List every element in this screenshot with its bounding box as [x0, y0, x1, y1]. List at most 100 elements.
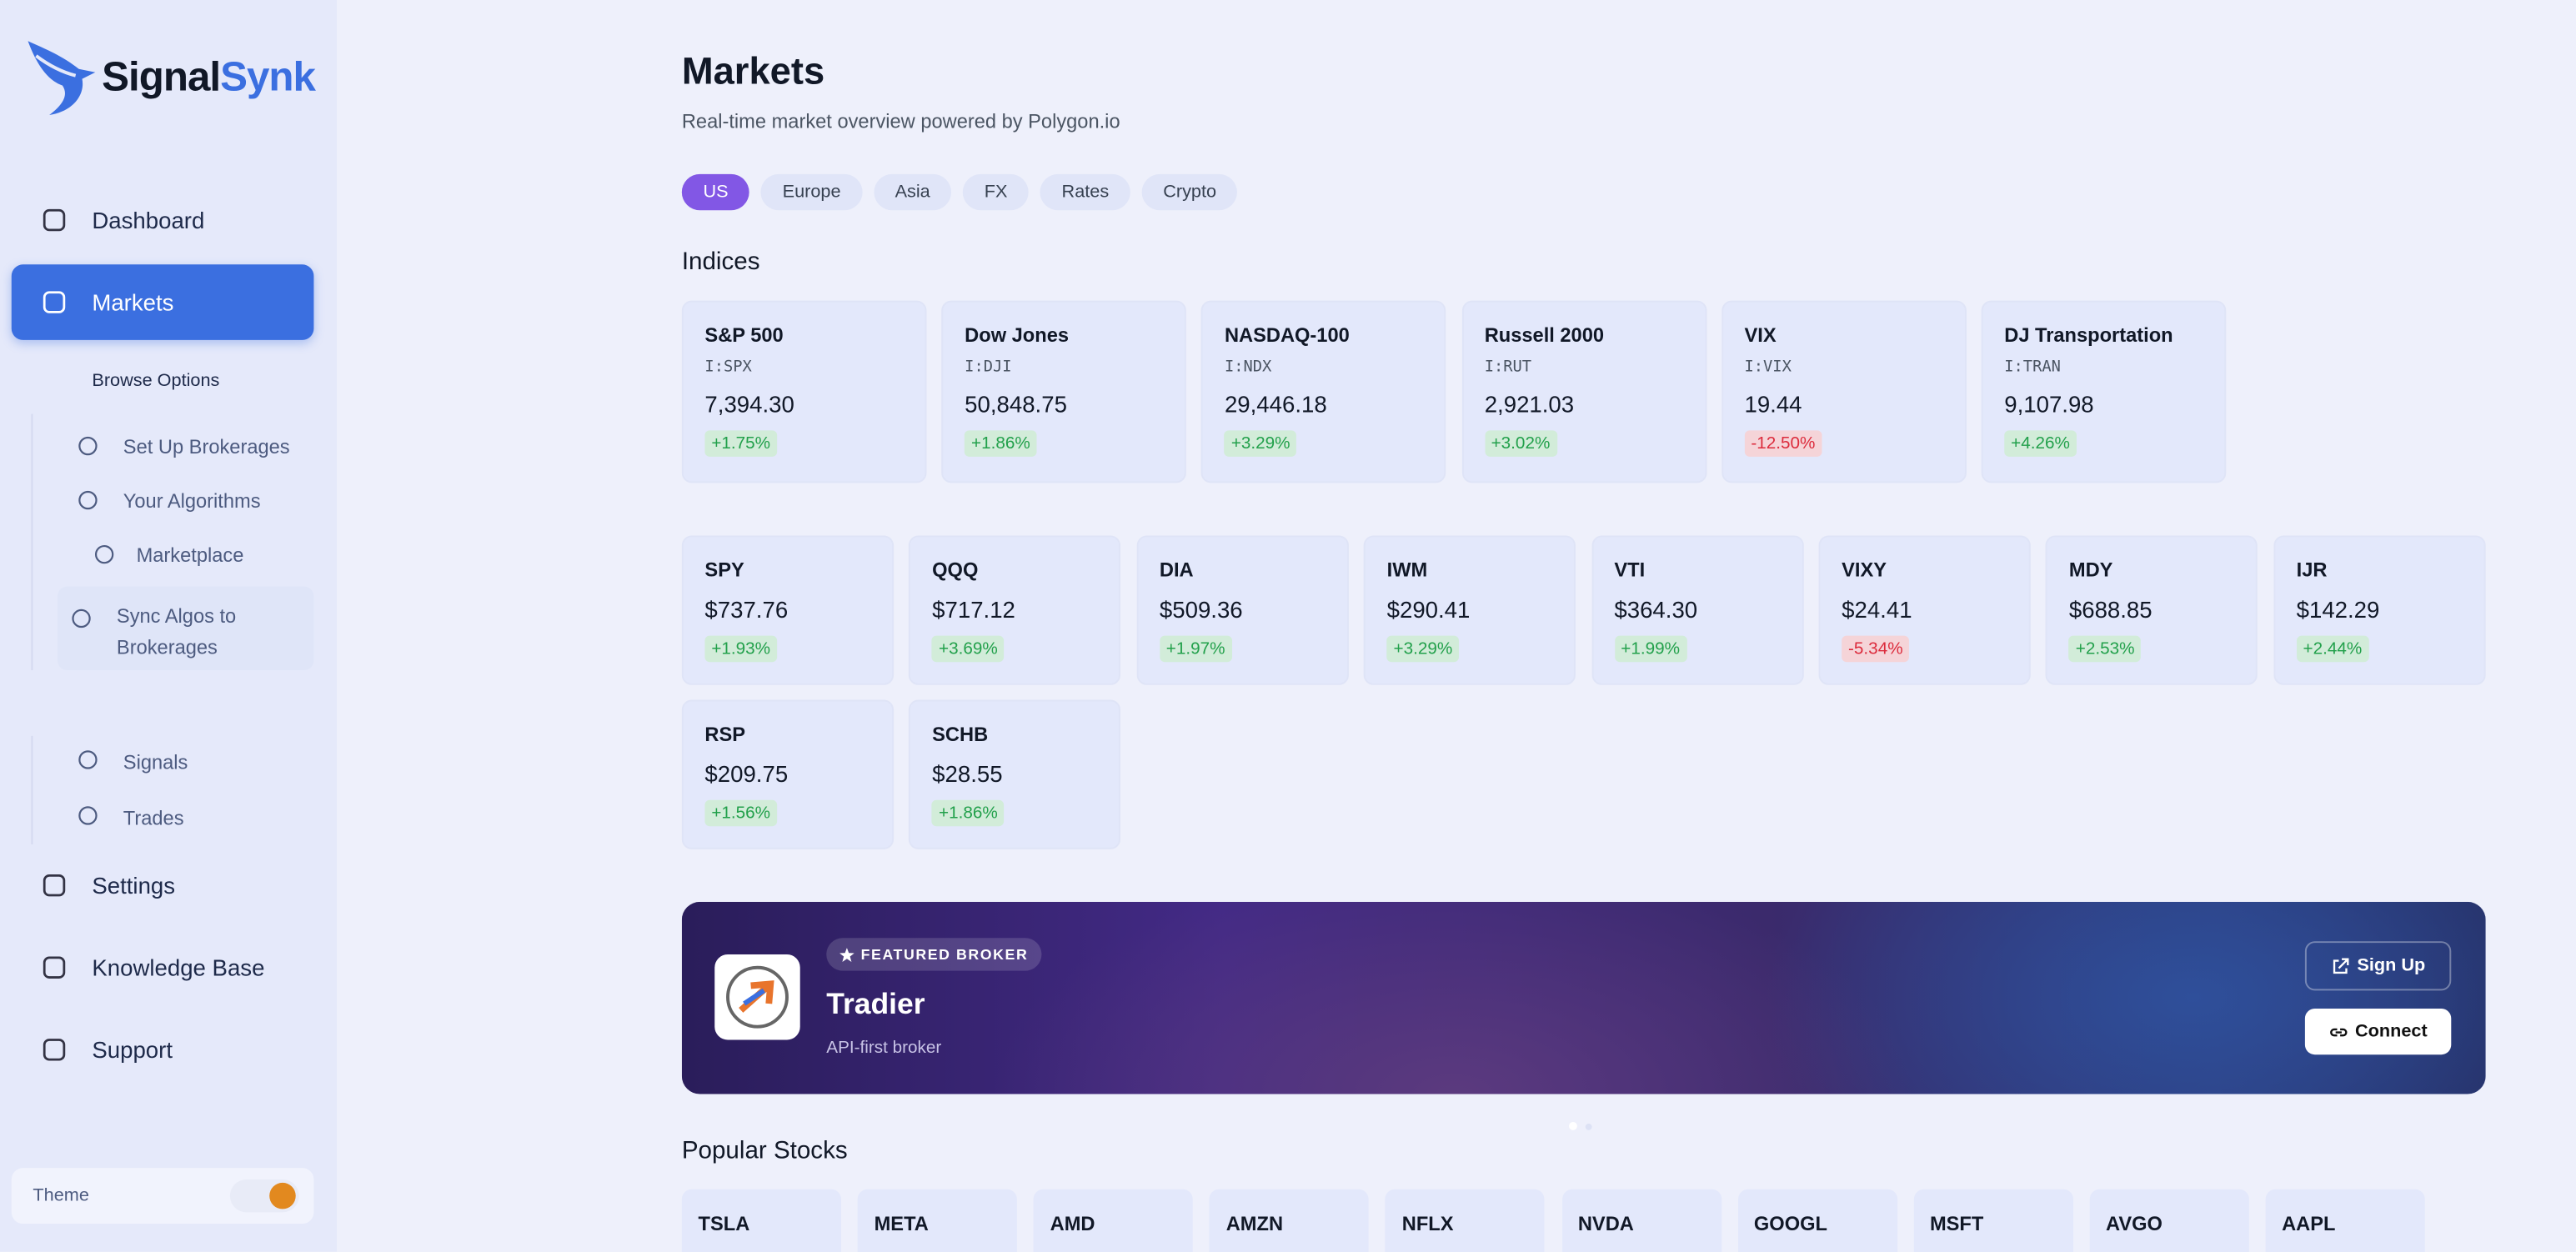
change-badge: +1.99% — [1614, 635, 1686, 663]
region-tabs: US Europe Asia FX Rates Crypto — [681, 173, 1238, 211]
tab[interactable]: US — [681, 173, 750, 211]
logo-icon — [28, 41, 96, 115]
sub-nav-item[interactable]: Sync Algos to Brokerages — [72, 601, 281, 664]
index-card[interactable]: DJ Transportation I:TRAN 9,107.98 +4.26% — [1981, 300, 2227, 483]
nav-item[interactable]: Markets — [11, 264, 314, 340]
theme-toggle[interactable]: Theme — [11, 1168, 314, 1224]
etf-card[interactable]: IWM $290.41 +3.29% — [1364, 535, 1576, 685]
change-badge: +3.29% — [1386, 635, 1460, 663]
change-badge: +4.26% — [2004, 430, 2077, 457]
signup-button[interactable]: Sign Up — [2304, 941, 2452, 991]
etf-name: VIXY — [1842, 558, 1887, 582]
etf-card[interactable]: SPY $737.76 +1.93% — [681, 535, 895, 685]
etf-card[interactable]: MDY $688.85 +2.53% — [2046, 535, 2258, 685]
etf-card[interactable]: VTI $364.30 +1.99% — [1591, 535, 1804, 685]
stock-card[interactable]: META — [857, 1189, 1018, 1252]
etf-card[interactable]: VIXY $24.41 -5.34% — [1818, 535, 2031, 685]
etf-price: $688.85 — [2068, 596, 2153, 623]
sub-nav-item[interactable]: Signals — [78, 750, 188, 774]
carousel-dot[interactable] — [1585, 1123, 1592, 1130]
stock-card[interactable]: NVDA — [1561, 1189, 1722, 1252]
etf-name: QQQ — [932, 558, 979, 582]
etf-card[interactable]: QQQ $717.12 +3.69% — [909, 535, 1121, 685]
tab[interactable]: Europe — [760, 173, 863, 211]
change-badge: +3.29% — [1224, 430, 1297, 457]
etf-name: RSP — [704, 723, 746, 746]
index-card[interactable]: Russell 2000 I:RUT 2,921.03 +3.02% — [1461, 300, 1706, 483]
etf-price: $737.76 — [704, 596, 789, 623]
index-symbol: I:VIX — [1744, 358, 1792, 377]
stock-card[interactable]: NFLX — [1386, 1189, 1546, 1252]
tab[interactable]: Asia — [873, 173, 952, 211]
index-card[interactable]: NASDAQ-100 I:NDX 29,446.18 +3.29% — [1201, 300, 1446, 483]
index-price: 29,446.18 — [1224, 391, 1327, 418]
etf-card[interactable]: IJR $142.29 +2.44% — [2273, 535, 2486, 685]
index-card[interactable]: VIX I:VIX 19.44 -12.50% — [1721, 300, 1967, 483]
change-badge: +1.75% — [704, 430, 777, 457]
tab[interactable]: FX — [963, 173, 1030, 211]
divider — [31, 413, 33, 671]
stock-card[interactable]: TSLA — [681, 1189, 841, 1252]
index-card[interactable]: Dow Jones I:DJI 50,848.75 +1.86% — [941, 300, 1187, 483]
brand-a: Signal — [102, 53, 221, 100]
index-price: 9,107.98 — [2004, 391, 2094, 418]
broker-name: Tradier — [826, 987, 925, 1020]
index-symbol: I:NDX — [1224, 358, 1272, 377]
badge-text: FEATURED BROKER — [860, 946, 1029, 963]
etf-price: $24.41 — [1842, 596, 1912, 623]
nav-item[interactable]: Dashboard — [12, 183, 314, 258]
toggle[interactable] — [229, 1179, 299, 1213]
change-badge: +1.86% — [932, 799, 1005, 827]
connect-button[interactable]: Connect — [2304, 1009, 2452, 1055]
sub-nav-item[interactable]: Trades — [78, 806, 184, 829]
change-badge: +2.44% — [2296, 635, 2369, 663]
etf-name: IWM — [1386, 558, 1428, 582]
etf-name: SPY — [704, 558, 744, 582]
stock-card[interactable]: MSFT — [1913, 1189, 2073, 1252]
change-badge: +1.97% — [1159, 635, 1232, 663]
nav-item[interactable]: Settings — [12, 848, 314, 924]
change-badge: +2.53% — [2068, 635, 2142, 663]
stock-card[interactable]: AMZN — [1210, 1189, 1370, 1252]
broker-logo — [714, 954, 800, 1040]
etf-name: VTI — [1614, 558, 1646, 582]
sub-nav-item[interactable]: Set Up Brokerages — [78, 435, 290, 458]
nav-label: Dashboard — [92, 207, 205, 233]
nav-item[interactable]: Support — [12, 1012, 314, 1088]
etf-card[interactable]: RSP $209.75 +1.56% — [681, 699, 895, 849]
sub-nav-item[interactable]: Marketplace — [94, 543, 243, 567]
stock-card[interactable]: AVGO — [2089, 1189, 2249, 1252]
index-name: NASDAQ-100 — [1224, 323, 1350, 347]
tab[interactable]: Rates — [1040, 173, 1130, 211]
index-name: S&P 500 — [704, 323, 784, 347]
change-badge: -12.50% — [1744, 430, 1822, 457]
signup-text: Sign Up — [2357, 955, 2426, 976]
index-name: Russell 2000 — [1484, 323, 1605, 347]
logo[interactable]: Signal Synk — [23, 36, 316, 118]
badge: FEATURED BROKER — [826, 938, 1042, 971]
index-symbol: I:DJI — [965, 358, 1012, 377]
sidebar: Signal Synk Dashboard Markets Browse Option… — [0, 0, 337, 1252]
index-symbol: I:TRAN — [2004, 358, 2061, 377]
etf-card[interactable]: SCHB $28.55 +1.86% — [909, 699, 1121, 849]
index-symbol: I:RUT — [1484, 358, 1532, 377]
etf-price: $28.55 — [932, 760, 1003, 787]
stock-card[interactable]: AMD — [1033, 1189, 1194, 1252]
tab[interactable]: Crypto — [1141, 173, 1238, 211]
brand-b: Synk — [220, 53, 316, 100]
sub-nav-item[interactable]: Your Algorithms — [78, 489, 261, 513]
nav-item[interactable]: Knowledge Base — [12, 929, 314, 1005]
connect-text: Connect — [2354, 1021, 2428, 1042]
index-price: 2,921.03 — [1484, 391, 1575, 418]
etf-card[interactable]: DIA $509.36 +1.97% — [1136, 535, 1349, 685]
broker-tagline: API-first broker — [826, 1038, 942, 1059]
index-price: 19.44 — [1744, 391, 1802, 418]
change-badge: +3.02% — [1484, 430, 1557, 457]
etf-name: SCHB — [932, 723, 989, 746]
stock-card[interactable]: AAPL — [2265, 1189, 2425, 1252]
index-card[interactable]: S&P 500 I:SPX 7,394.30 +1.75% — [681, 300, 927, 483]
carousel-dot[interactable] — [1569, 1121, 1577, 1130]
stock-card[interactable]: GOOGL — [1737, 1189, 1897, 1252]
nav-group[interactable]: Browse Options — [92, 371, 220, 392]
